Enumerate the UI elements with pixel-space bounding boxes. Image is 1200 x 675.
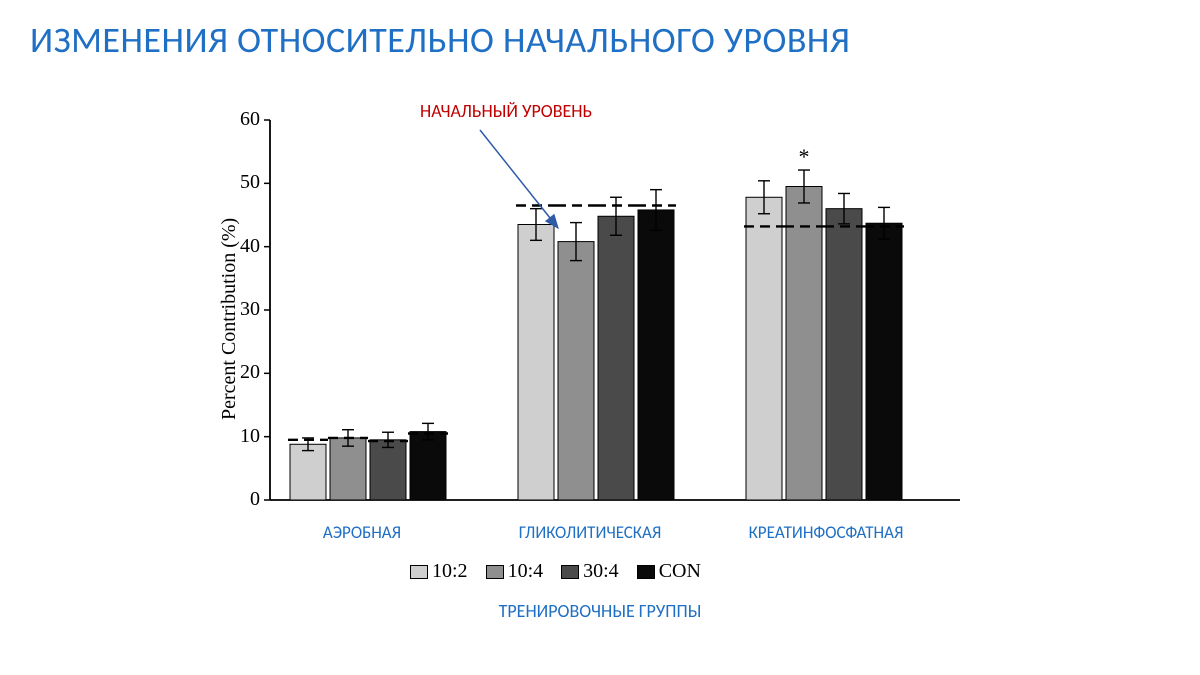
y-tick: 0 xyxy=(226,488,260,511)
slide-root: ИЗМЕНЕНИЯ ОТНОСИТЕЛЬНО НАЧАЛЬНОГО УРОВНЯ… xyxy=(0,0,1200,675)
category-label-0: АЭРОБНАЯ xyxy=(282,522,442,543)
legend: 10:2 10:4 30:4 CON xyxy=(410,560,701,583)
legend-item-1: 10:4 xyxy=(486,560,544,583)
group-axis-label: ТРЕНИРОВОЧНЫЕ ГРУППЫ xyxy=(450,600,750,622)
legend-item-0: 10:2 xyxy=(410,560,468,583)
y-tick: 10 xyxy=(226,425,260,448)
y-tick: 30 xyxy=(226,298,260,321)
y-tick: 50 xyxy=(226,171,260,194)
category-label-1: ГЛИКОЛИТИЧЕСКАЯ xyxy=(490,522,690,543)
category-label-2: КРЕАТИНФОСФАТНАЯ xyxy=(716,522,936,543)
page-title: ИЗМЕНЕНИЯ ОТНОСИТЕЛЬНО НАЧАЛЬНОГО УРОВНЯ xyxy=(30,18,1170,62)
y-tick: 20 xyxy=(226,361,260,384)
svg-text:*: * xyxy=(799,144,810,169)
y-tick: 40 xyxy=(226,235,260,258)
y-tick: 60 xyxy=(226,108,260,131)
legend-item-2: 30:4 xyxy=(561,560,619,583)
legend-item-3: CON xyxy=(637,560,701,583)
